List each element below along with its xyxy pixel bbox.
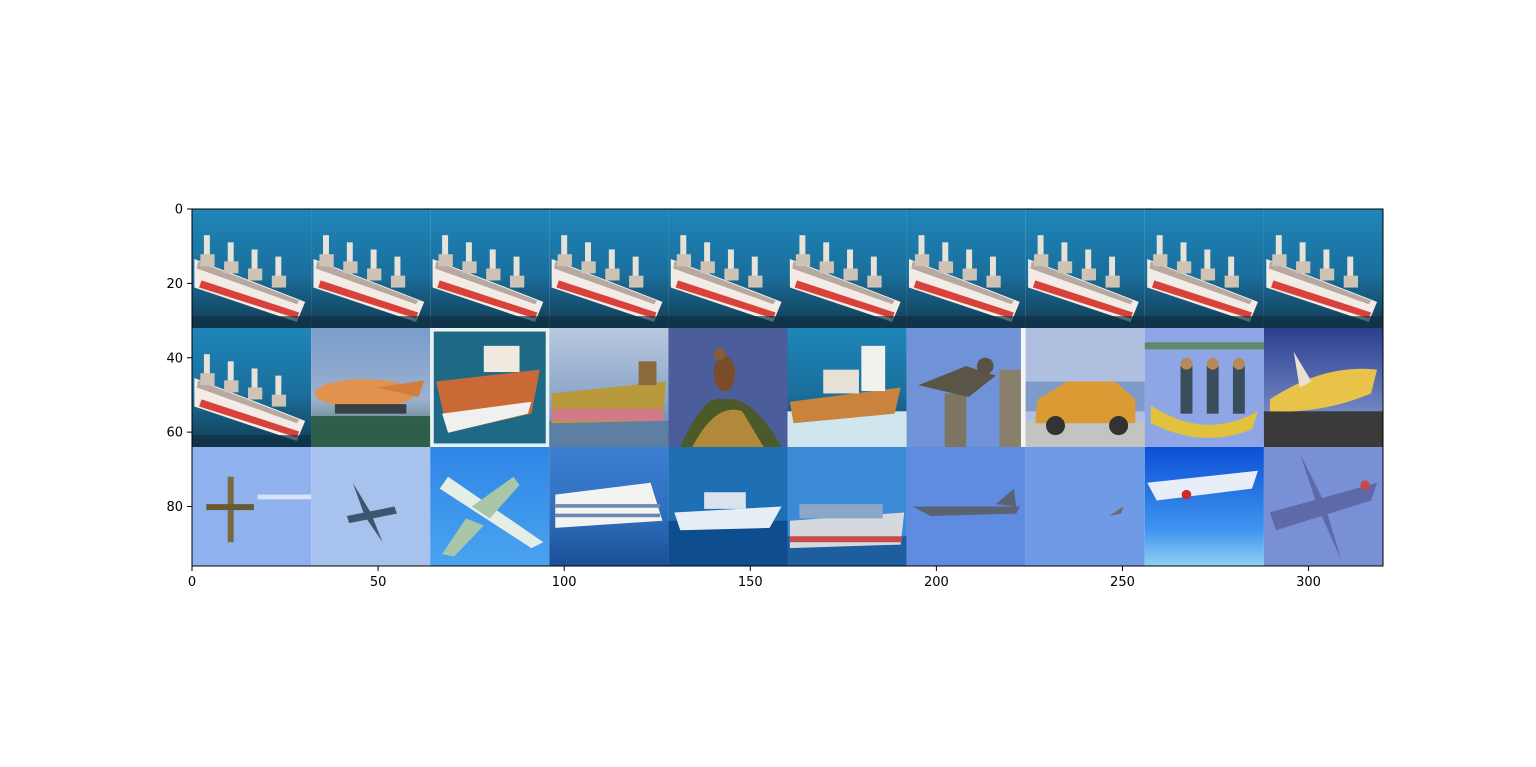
image-tile-ship: [1025, 209, 1145, 328]
x-tick-label: 250: [1110, 575, 1135, 590]
image-tile-ship: [430, 209, 550, 328]
image-tile-ship: [787, 209, 907, 328]
image-tile-bird: [1025, 447, 1145, 566]
image-tile-airplane: [906, 447, 1026, 566]
image-tile-ship: [549, 447, 669, 566]
image-tile-ship: [668, 447, 788, 566]
image-tile-airplane: [1263, 447, 1383, 566]
x-tick-label: 0: [188, 575, 196, 590]
y-tick-label: 20: [166, 277, 183, 292]
image-tile-ship: [430, 328, 550, 447]
image-tile-ship: [787, 328, 907, 447]
image-tile-airplane: [192, 447, 312, 566]
image-tile-ship: [1144, 209, 1264, 328]
image-tile-ship: [311, 209, 431, 328]
image-tile-airplane: [1263, 328, 1383, 447]
axes-frame: [191, 208, 1384, 567]
image-tile-ship: [1263, 209, 1383, 328]
image-tile-ship: [668, 209, 788, 328]
y-tick-label: 0: [175, 203, 183, 218]
x-tick-label: 300: [1296, 575, 1321, 590]
image-tile-airplane: [311, 447, 431, 566]
image-tile-ship: [192, 328, 312, 447]
image-tiles: [192, 209, 1383, 566]
x-tick-label: 100: [552, 575, 577, 590]
x-tick-label: 150: [738, 575, 763, 590]
x-tick-label: 50: [370, 575, 387, 590]
y-tick-label: 80: [166, 500, 183, 515]
y-tick-label: 40: [166, 351, 183, 366]
image-tile-ship: [549, 209, 669, 328]
image-tile-ship: [787, 447, 907, 566]
image-tile-airplane: [311, 328, 431, 447]
image-tile-ship: [549, 328, 669, 447]
image-tile-airplane: [430, 447, 550, 566]
image-tile-automobile: [1025, 328, 1145, 447]
image-tile-airplane: [1144, 447, 1264, 566]
x-tick-label: 200: [924, 575, 949, 590]
image-tile-ship: [1144, 328, 1264, 447]
y-tick-label: 60: [166, 426, 183, 441]
image-tile-ship: [906, 209, 1026, 328]
image-tile-ship: [192, 209, 312, 328]
y-axis-ticks: 0 20 40 60 80: [166, 203, 192, 515]
image-axes: 0 50 100 150 200 250 300 0 20 40 60 80: [166, 203, 1384, 590]
image-tile-bird: [668, 328, 788, 447]
image-tile-bird: [906, 328, 1026, 447]
x-axis-ticks: 0 50 100 150 200 250 300: [188, 566, 1321, 590]
